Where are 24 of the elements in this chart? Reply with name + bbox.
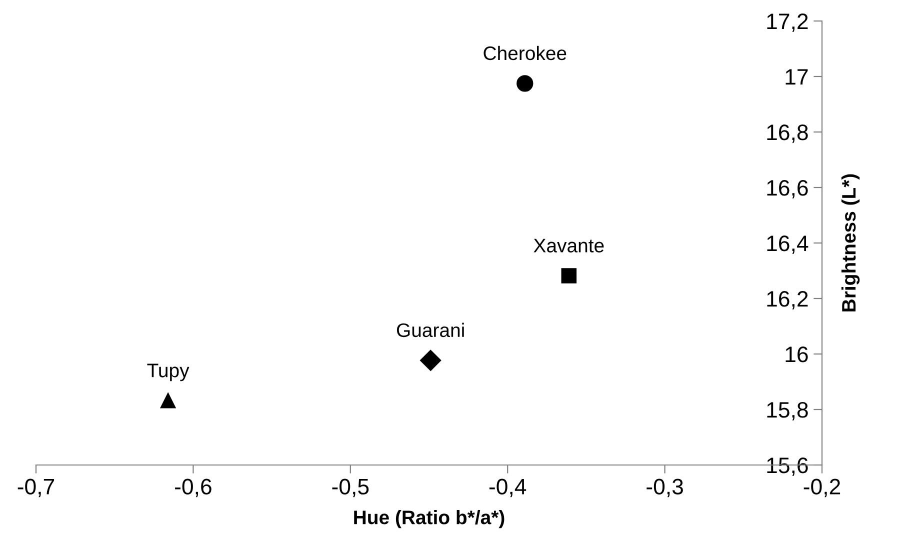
point xyxy=(516,75,534,92)
series-label: Xavante xyxy=(534,238,604,252)
y-tick-label: 16,2 xyxy=(767,291,808,310)
y-tick-label: 17,2 xyxy=(767,14,808,32)
point xyxy=(561,268,577,284)
x-tick-label: -0,2 xyxy=(804,478,840,498)
y-tick-label: 16 xyxy=(786,346,808,362)
point xyxy=(420,350,442,371)
y-tick-label: 16,6 xyxy=(767,180,808,198)
x-tick-label: -0,7 xyxy=(18,478,54,498)
x-tick-label: -0,4 xyxy=(489,478,526,498)
y-tick-label: 16,8 xyxy=(767,124,808,143)
series-label: Guarani xyxy=(396,322,464,338)
y-axis-title: Brightness (L*) xyxy=(841,174,860,312)
x-tick-label: -0,6 xyxy=(175,478,212,498)
series-label: Cherokee xyxy=(484,46,566,60)
y-tick-label: 17 xyxy=(786,69,808,85)
y-tick-label: 15,8 xyxy=(767,402,808,420)
y-tick-label: 16,4 xyxy=(767,236,808,254)
x-tick-label: -0,5 xyxy=(332,478,369,498)
x-axis-title: Hue (Ratio b*/a*) xyxy=(354,510,504,528)
series-label: Tupy xyxy=(147,364,190,382)
point xyxy=(160,392,176,408)
x-tick-label: -0,3 xyxy=(646,478,683,498)
